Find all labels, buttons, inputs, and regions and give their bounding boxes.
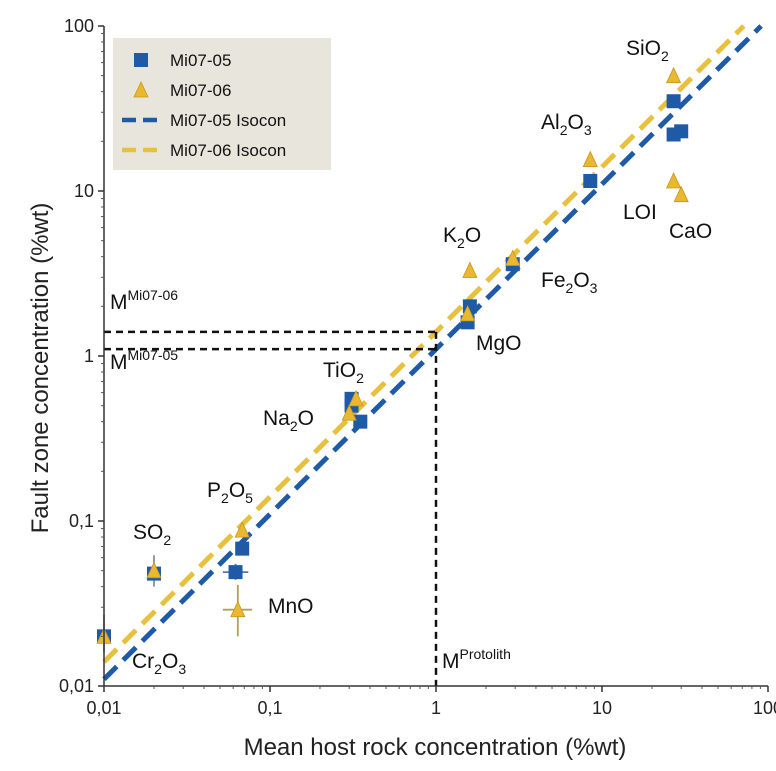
legend-swatch-square — [134, 53, 148, 67]
point-mi07-06-12 — [146, 561, 162, 579]
point-mi07-06-10 — [234, 521, 250, 538]
point-mi07-05-12 — [228, 565, 243, 580]
mass-label-2: MMi07-05 — [110, 347, 178, 374]
legend-label-3: Mi07-05 Isocon — [170, 111, 286, 130]
isocon-line-1 — [102, 24, 763, 681]
x-tick-label-5: 100 — [753, 698, 776, 718]
x-tick-label-3: 1 — [431, 698, 441, 718]
x-tick-label-4: 10 — [592, 698, 612, 718]
point-mi07-05-11 — [235, 541, 250, 556]
mass-label-1: MMi07-06 — [110, 287, 178, 314]
point-mi07-05-3 — [674, 124, 689, 139]
isocon-line-2 — [102, 24, 746, 664]
point-mi07-05-10 — [353, 414, 368, 429]
y-tick-label-2: 0,1 — [69, 511, 94, 531]
oxide-label-3: LOI — [623, 201, 657, 224]
y-axis-title: Fault zone concentration (%wt) — [27, 203, 54, 534]
oxide-label-10: P2O5 — [207, 479, 253, 506]
protolith-label: MProtolith — [442, 646, 511, 673]
oxide-label-5: K2O — [443, 224, 481, 251]
legend-label-4: Mi07-06 Isocon — [170, 141, 286, 160]
point-mi07-06-9 — [341, 404, 357, 421]
x-tick-label-2: 0,1 — [257, 698, 282, 718]
oxide-label-9: Na2O — [263, 407, 314, 434]
legend-swatch-triangle — [133, 81, 149, 98]
oxide-label-12: MnO — [268, 595, 314, 618]
legend-label-2: Mi07-06 — [170, 81, 231, 100]
y-tick-label-1: 0,01 — [59, 676, 94, 696]
point-mi07-06-3 — [665, 172, 682, 189]
x-tick-label-1: 0,01 — [86, 698, 121, 718]
y-tick-label-4: 10 — [74, 181, 94, 201]
oxide-label-6: Fe2O3 — [541, 269, 598, 296]
oxide-label-8: TiO2 — [323, 359, 364, 386]
point-mi07-06-4 — [673, 185, 689, 203]
point-mi07-06-8 — [348, 389, 364, 407]
oxide-label-4: CaO — [669, 220, 712, 243]
point-mi07-05-4 — [583, 173, 598, 188]
point-mi07-06-7 — [459, 304, 476, 322]
point-mi07-06-6 — [505, 249, 521, 266]
legend-label-1: Mi07-05 — [170, 51, 231, 70]
oxide-label-1: SiO2 — [626, 37, 669, 64]
y-tick-label-3: 1 — [84, 346, 94, 366]
point-mi07-06-11 — [230, 600, 246, 618]
x-axis-title: Mean host rock concentration (%wt) — [244, 734, 627, 761]
point-mi07-06-2 — [582, 150, 598, 167]
oxide-label-7: MgO — [476, 332, 522, 355]
oxide-label-2: Al2O3 — [541, 111, 592, 138]
oxide-label-13: Cr2O3 — [132, 650, 186, 677]
point-mi07-06-5 — [462, 261, 478, 278]
point-mi07-06-1 — [665, 66, 682, 84]
oxide-label-11: SO2 — [133, 521, 171, 548]
y-tick-label-5: 100 — [64, 16, 94, 36]
point-mi07-05-1 — [666, 94, 681, 109]
